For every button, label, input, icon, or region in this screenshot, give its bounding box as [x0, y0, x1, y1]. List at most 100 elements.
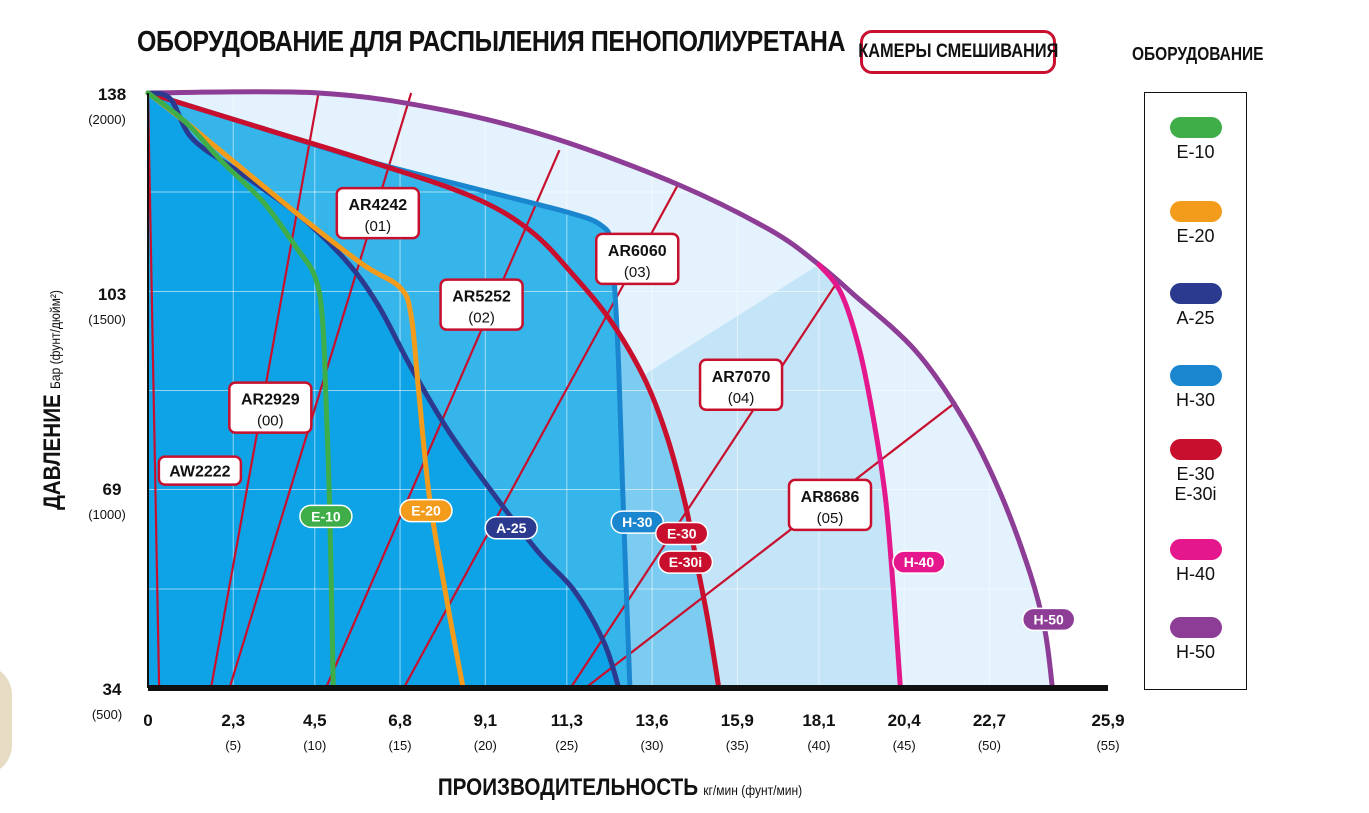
series-label-e-20-bg [399, 498, 453, 523]
series-label-e-10-bg [299, 504, 353, 529]
y-tick-label: 103 [98, 285, 126, 304]
x-tick-label: 4,5 [303, 711, 327, 730]
legend-label: H-50 [1175, 642, 1215, 662]
legend-item-e-30: E-30 E-30i [1145, 439, 1246, 504]
legend-label: E-10 [1176, 142, 1215, 162]
series-label-h-40-text: H-40 [904, 554, 935, 570]
chamber-label-box [228, 381, 313, 434]
series-label-e-20-text: E-20 [411, 503, 441, 519]
series-label-e-10: E-10 [299, 504, 353, 529]
series-label-h-50-bg [1021, 607, 1076, 632]
x-tick-sublabel: (15) [388, 738, 411, 753]
x-tick-label: 15,9 [721, 711, 754, 730]
chamber-label-code: (04) [728, 390, 755, 407]
chamber-label-box [335, 186, 421, 240]
legend-label: H-30 [1175, 390, 1215, 410]
y-tick-sublabel: (1500) [88, 312, 126, 327]
y-tick-label: 34 [103, 680, 122, 699]
legend-title: ОБОРУДОВАНИЕ [1132, 44, 1264, 64]
chamber-label-code: (05) [817, 510, 844, 527]
series-label-h-50-text: H-50 [1034, 611, 1065, 627]
legend-label: E-30 E-30i [1174, 464, 1217, 504]
series-label-e-30i: E-30i [657, 550, 714, 574]
series-label-e-20: E-20 [399, 498, 453, 523]
y-tick-label: 69 [103, 480, 122, 499]
chamber-label-code: (00) [257, 413, 284, 430]
legend-label: A-25 [1176, 308, 1215, 328]
x-tick-label: 9,1 [473, 711, 497, 730]
y-tick-sublabel: (2000) [88, 112, 126, 127]
series-label-a-25-text: A-25 [496, 520, 527, 536]
series-label-e-30-bg [654, 521, 709, 546]
legend-swatch [1169, 439, 1222, 460]
chamber-label-ar8686: AR8686 (05) [787, 478, 873, 532]
chamber-label-ar5252: AR5252 (02) [439, 278, 524, 331]
page-title: ОБОРУДОВАНИЕ ДЛЯ РАСПЫЛЕНИЯ ПЕНОПОЛИУРЕТ… [137, 26, 846, 58]
series-label-h-40-bg [892, 550, 946, 574]
series-label-e-30-text: E-30 [667, 526, 697, 542]
chamber-label-code: (01) [364, 218, 391, 235]
chamber-label-name: AR6060 [608, 243, 667, 260]
x-tick-label: 0 [143, 711, 152, 730]
chamber-label-name: AR5252 [452, 289, 511, 306]
legend-swatch [1169, 201, 1222, 222]
x-tick-sublabel: (10) [303, 738, 326, 753]
x-tick-label: 20,4 [888, 711, 922, 730]
x-tick-sublabel: (20) [474, 738, 497, 753]
series-label-h-30-bg [610, 510, 665, 534]
x-tick-sublabel: (25) [555, 738, 578, 753]
chamber-label-ar2929: AR2929 (00) [228, 381, 313, 434]
mixing-chambers-badge: КАМЕРЫ СМЕШИВАНИЯ [858, 30, 1058, 74]
curve-e-20 [145, 90, 466, 691]
curve-e-10 [145, 90, 336, 691]
chamber-label-box [787, 478, 873, 532]
x-axis-title-units: кг/мин (фунт/мин) [703, 782, 802, 798]
legend-item-a-25: A-25 [1145, 283, 1246, 328]
x-tick-sublabel: (50) [978, 738, 1001, 753]
x-tick-label: 2,3 [221, 711, 245, 730]
x-tick-label: 22,7 [973, 711, 1006, 730]
chamber-label-name: AR8686 [801, 489, 860, 506]
legend-label: H-40 [1175, 564, 1215, 584]
y-tick-sublabel: (500) [92, 707, 122, 722]
chamber-label-ar7070: AR7070 (04) [698, 358, 784, 412]
legend-label: E-20 [1176, 226, 1215, 246]
chamber-label-ar6060: AR6060 (03) [595, 232, 680, 286]
series-label-e-30i-bg [657, 550, 714, 574]
page-edge-decoration [0, 665, 12, 775]
x-tick-label: 11,3 [551, 711, 583, 730]
legend-item-h-30: H-30 [1145, 365, 1246, 410]
x-tick-label: 13,6 [636, 711, 669, 730]
chamber-label-name: AR7070 [712, 369, 771, 386]
chamber-label-code: (02) [468, 310, 495, 327]
chamber-label-name: AR4242 [348, 197, 407, 214]
chamber-line-ar8686 [584, 401, 957, 689]
chamber-line-aw2222 [146, 92, 161, 689]
series-label-e-10-text: E-10 [311, 508, 341, 524]
chamber-label-ar4242: AR4242 (01) [335, 186, 421, 240]
x-tick-label: 6,8 [388, 711, 412, 730]
series-label-h-30-text: H-30 [622, 514, 653, 530]
legend-swatch [1169, 117, 1222, 138]
series-label-e-30i-text: E-30i [669, 554, 702, 570]
chamber-label-box [698, 358, 784, 412]
legend-item-h-40: H-40 [1145, 539, 1246, 584]
x-tick-sublabel: (5) [225, 738, 241, 753]
x-tick-sublabel: (40) [807, 738, 830, 753]
legend-item-e-10: E-10 [1145, 117, 1246, 162]
x-tick-sublabel: (35) [726, 738, 749, 753]
chamber-line-ar7070 [569, 281, 839, 689]
x-tick-sublabel: (55) [1096, 738, 1119, 753]
equipment-legend: E-10 E-20 A-25 H-30 E-30 E-30i H-40 H-50 [1144, 92, 1247, 690]
legend-swatch [1169, 365, 1222, 386]
series-label-a-25: A-25 [484, 516, 538, 540]
y-axis-title: ДАВЛЕНИЕ Бар (фунт/дюйм²) [39, 290, 66, 510]
x-axis-title-main: ПРОИЗВОДИТЕЛЬНОСТЬ [438, 774, 698, 801]
chamber-label-box [439, 278, 524, 331]
x-tick-label: 25,9 [1091, 711, 1124, 730]
curve-a-25 [145, 90, 622, 691]
y-axis-title-units: Бар (фунт/дюйм²) [47, 290, 63, 389]
chamber-label-name: AW2222 [169, 464, 230, 481]
legend-item-h-50: H-50 [1145, 617, 1246, 662]
series-label-h-40: H-40 [892, 550, 946, 574]
